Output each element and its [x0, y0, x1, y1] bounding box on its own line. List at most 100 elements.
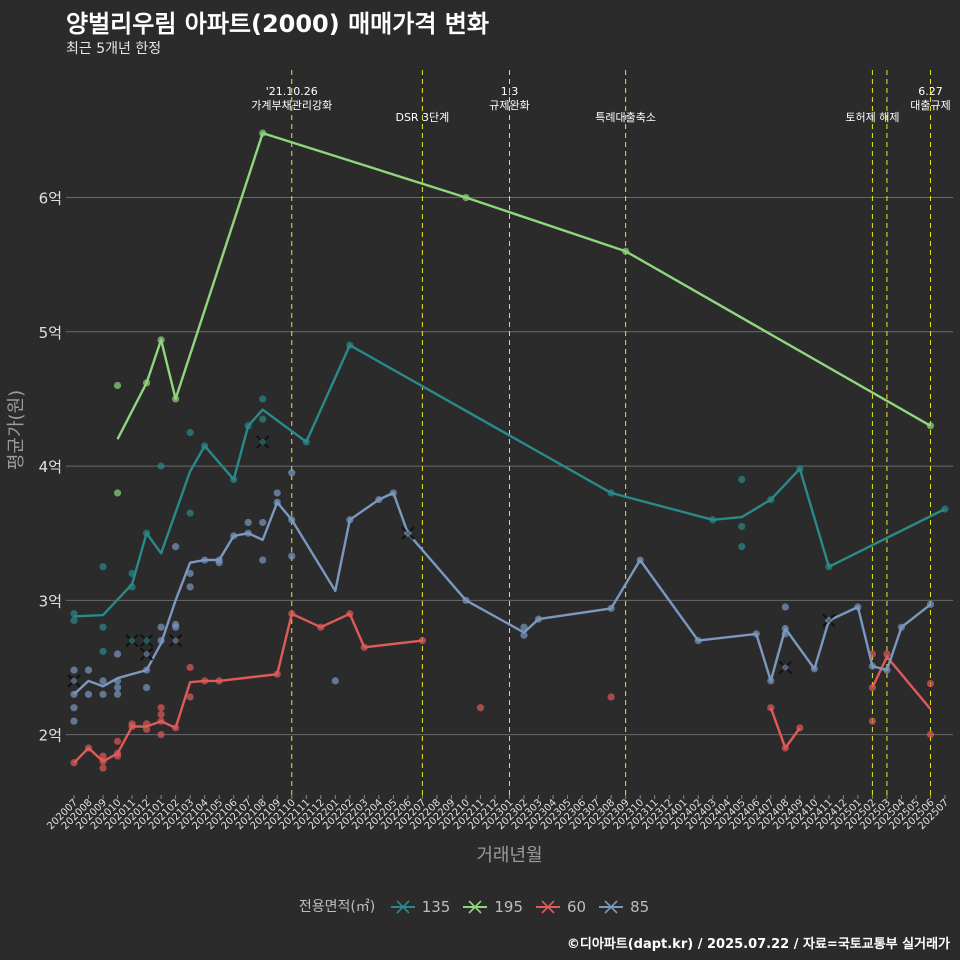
legend-item-85: 85	[598, 898, 649, 916]
legend-item-195: 195	[462, 898, 523, 916]
legend-items: 135 195 60 85	[390, 898, 661, 916]
data-point-135	[259, 395, 267, 403]
cancelled-trade-mark	[67, 674, 81, 688]
cancelled-point	[404, 530, 411, 537]
series-line-85	[73, 491, 932, 696]
legend-item-135: 135	[390, 898, 451, 916]
data-point-135	[99, 563, 107, 571]
y-axis-title: 평균가(원)	[6, 390, 27, 470]
x-axis-title: 거래년월	[476, 845, 542, 866]
cancelled-point	[143, 651, 150, 658]
legend-label: 60	[567, 898, 587, 916]
data-point-85	[70, 704, 78, 712]
cancelled-point	[825, 617, 832, 624]
data-point-85	[259, 556, 267, 564]
data-point-60	[868, 717, 877, 725]
data-point-60	[157, 704, 165, 712]
cancelled-trade-mark	[401, 526, 415, 540]
data-point-135	[70, 616, 78, 625]
data-point-85	[113, 650, 122, 658]
data-point-60	[883, 650, 891, 658]
data-point-60	[476, 704, 485, 712]
cancelled-point	[71, 677, 77, 684]
event-label: DSR 3단계	[395, 111, 449, 124]
y-tick-label: 2억	[39, 727, 62, 745]
data-point-195	[113, 381, 122, 390]
data-point-85	[273, 489, 281, 497]
data-point-60	[926, 679, 935, 688]
data-point-85	[186, 569, 194, 578]
data-point-85	[84, 666, 93, 674]
data-point-85	[84, 690, 93, 698]
legend-title: 전용면적(㎡)	[298, 899, 376, 915]
data-point-135	[157, 462, 165, 470]
legend-key-icon	[390, 900, 415, 914]
data-point-135	[738, 543, 746, 551]
data-point-85	[142, 683, 151, 692]
data-point-85	[157, 623, 165, 631]
data-point-60	[926, 730, 935, 739]
data-point-85	[172, 623, 180, 631]
data-point-60	[99, 752, 107, 760]
data-point-135	[186, 428, 194, 437]
data-point-85	[781, 603, 789, 611]
data-point-85	[70, 666, 78, 674]
data-point-135	[99, 647, 107, 655]
legend: 전용면적(㎡) 135 195 60 85	[0, 896, 960, 916]
data-point-135	[738, 475, 746, 484]
data-point-60	[157, 730, 165, 739]
data-point-85	[113, 690, 122, 698]
data-point-135	[259, 415, 267, 423]
legend-label: 85	[630, 898, 650, 916]
cancelled-trade-mark	[256, 435, 270, 449]
cancelled-point	[782, 664, 789, 671]
legend-key-icon	[463, 900, 488, 914]
chart-title: 양벌리우림 아파트(2000) 매매가격 변화	[66, 10, 489, 38]
series-line-60	[73, 612, 423, 764]
cancelled-point	[172, 637, 179, 644]
event-label: 1.3 규제완화	[489, 85, 529, 112]
data-point-85	[520, 631, 528, 639]
data-point-85	[288, 552, 296, 560]
cancelled-trade-mark	[822, 613, 836, 628]
cancelled-point	[143, 637, 150, 644]
event-label: '21.10.26 가계부채관리강화	[251, 85, 332, 112]
data-point-85	[331, 677, 339, 685]
event-label: 토허제 해제	[845, 110, 899, 124]
data-point-60	[186, 663, 194, 672]
event-label: 6.27 대출규제	[910, 85, 950, 112]
legend-label: 195	[494, 898, 523, 916]
data-point-60	[157, 710, 165, 719]
legend-item-60: 60	[535, 898, 586, 916]
data-point-195	[113, 489, 122, 497]
cancelled-point	[129, 637, 136, 644]
legend-label: 135	[421, 898, 451, 916]
y-tick-label: 3억	[39, 592, 62, 610]
data-point-60	[186, 693, 194, 701]
data-point-60	[113, 737, 122, 745]
legend-key-icon	[599, 900, 624, 914]
data-point-85	[99, 677, 107, 685]
cancelled-trade-mark	[139, 633, 154, 648]
data-point-60	[607, 693, 615, 701]
cancelled-point	[259, 438, 266, 445]
cancelled-trade-mark	[168, 633, 183, 648]
data-point-85	[259, 518, 267, 527]
data-point-85	[288, 469, 296, 477]
data-point-135	[186, 509, 194, 517]
series-line-60	[769, 707, 801, 750]
chart-subtitle: 최근 5개년 한정	[66, 41, 162, 57]
event-label: 특례대출축소	[595, 111, 656, 124]
footer-credit: ©디아파트(dapt.kr) / 2025.07.22 / 자료=국토교통부 실…	[566, 937, 950, 952]
data-point-85	[70, 717, 78, 725]
y-tick-label: 5억	[39, 324, 62, 342]
data-point-60	[99, 764, 107, 772]
cancelled-trade-mark	[778, 660, 793, 675]
y-tick-label: 6억	[39, 190, 62, 208]
series-line-135	[73, 344, 946, 618]
cancelled-trade-mark	[139, 647, 154, 661]
data-point-85	[520, 623, 528, 631]
data-point-135	[99, 623, 107, 631]
data-point-85	[113, 683, 122, 692]
